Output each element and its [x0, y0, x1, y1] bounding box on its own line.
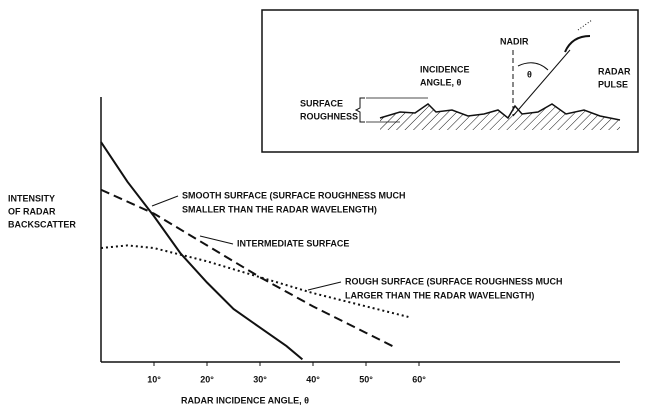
inset-label: NADIR — [500, 36, 529, 46]
angle-arc — [518, 63, 548, 70]
inset-label: ANGLE, θ — [420, 77, 462, 87]
x-tick-label: 60° — [412, 374, 426, 384]
annotation-leader — [152, 196, 178, 206]
x-tick-label: 20° — [200, 374, 214, 384]
annotation: SMOOTH SURFACE (SURFACE ROUGHNESS MUCH — [182, 190, 406, 200]
inset-label: ROUGHNESS — [300, 111, 358, 121]
annotation: ROUGH SURFACE (SURFACE ROUGHNESS MUCH — [345, 276, 563, 286]
inset-label: PULSE — [598, 79, 628, 89]
annotation: SMALLER THAN THE RADAR WAVELENGTH) — [182, 204, 377, 214]
x-tick-label: 50° — [359, 374, 373, 384]
ground-hatch — [380, 104, 620, 130]
inset-label: SURFACE — [300, 98, 343, 108]
annotation: LARGER THAN THE RADAR WAVELENGTH) — [345, 290, 534, 300]
x-tick-label: 30° — [253, 374, 267, 384]
radar-beam — [513, 50, 570, 116]
radar-pulse — [578, 20, 592, 30]
inset-label: INCIDENCE — [420, 64, 470, 74]
x-axis-label: RADAR INCIDENCE ANGLE, θ — [181, 395, 309, 405]
chart: 10° 20° 30° 40° 50° 60° INTENSITY OF RADAR BACKS… — [0, 0, 650, 412]
y-axis-label: BACKSCATTER — [8, 219, 76, 229]
y-axis-label: INTENSITY — [8, 193, 55, 203]
inset-label: RADAR — [598, 66, 631, 76]
annotation-leader — [200, 236, 233, 244]
x-tick-label: 40° — [306, 374, 320, 384]
radar-dish — [565, 36, 590, 52]
annotation: INTERMEDIATE SURFACE — [237, 238, 349, 248]
inset-label: θ — [527, 69, 532, 79]
y-axis-label: OF RADAR — [8, 206, 56, 216]
x-tick-label: 10° — [147, 374, 161, 384]
annotation-leader — [308, 282, 341, 290]
series-line — [101, 142, 302, 359]
